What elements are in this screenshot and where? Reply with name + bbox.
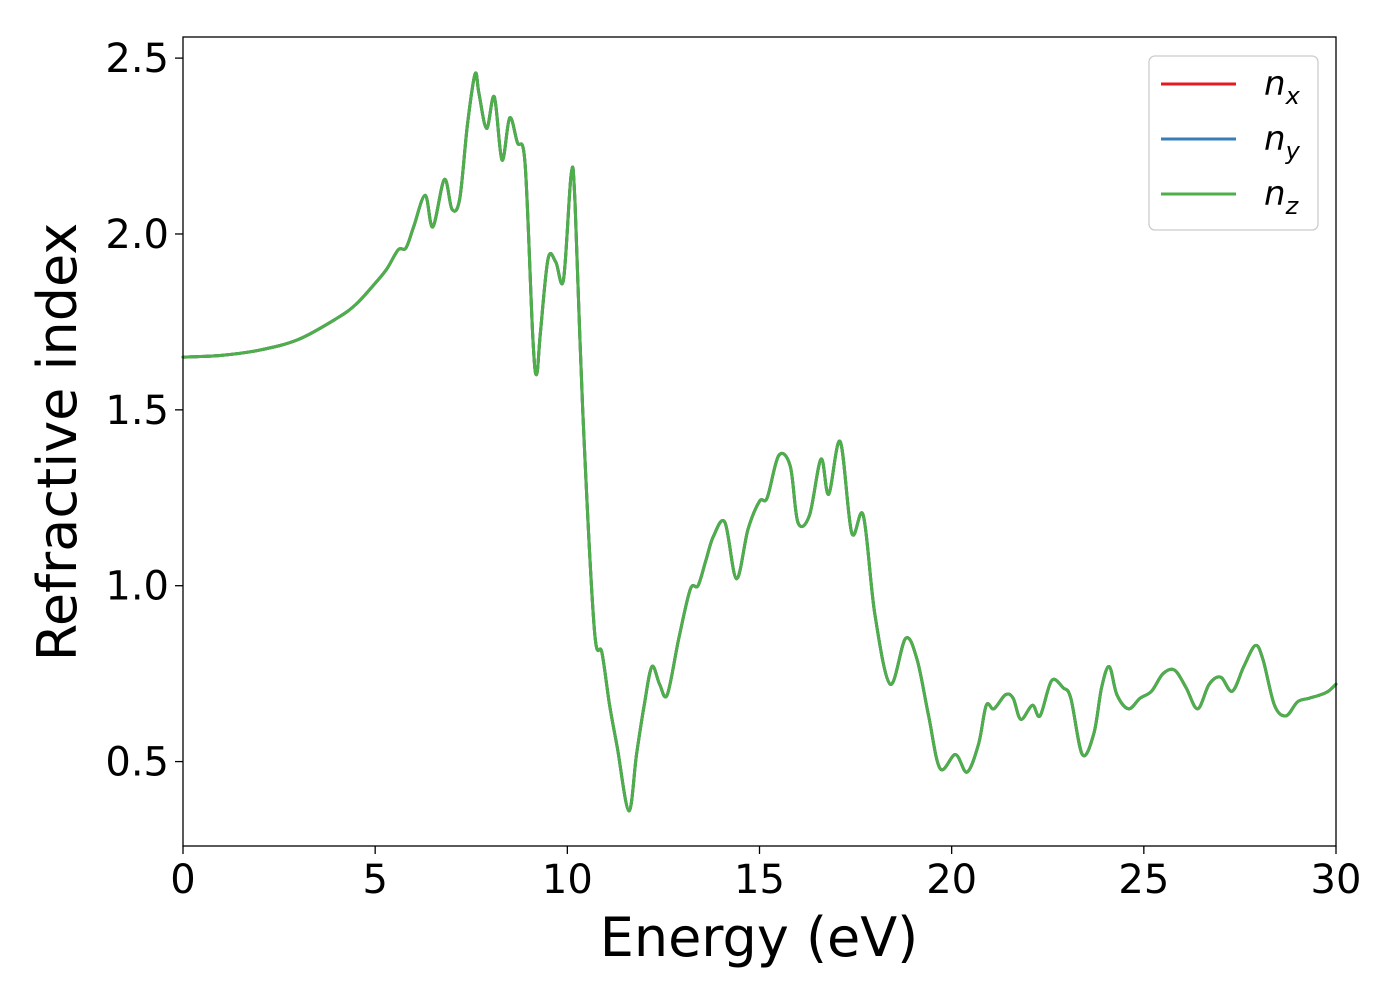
y-axis-ticks: 0.5 1.0 1.5 2.0 2.5 — [105, 36, 183, 786]
series-line-n-z — [181, 71, 1338, 813]
legend-subscript: y — [1285, 137, 1301, 165]
legend-label: ny — [1264, 119, 1301, 165]
legend-subscript: x — [1285, 82, 1301, 110]
y-axis-title: Refractive index — [26, 223, 89, 662]
x-axis-title: Energy (eV) — [600, 906, 919, 969]
x-tick-label: 15 — [734, 857, 785, 903]
x-tick-label: 10 — [542, 857, 593, 903]
x-axis-ticks: 0 5 10 15 20 25 30 — [170, 846, 1361, 903]
y-tick-label: 0.5 — [105, 740, 169, 786]
legend-symbol: n — [1264, 119, 1286, 159]
legend-label: nx — [1264, 64, 1301, 110]
legend-symbol: n — [1264, 64, 1286, 104]
y-tick-label: 1.0 — [105, 564, 169, 610]
x-tick-label: 5 — [362, 857, 387, 903]
series-layer — [181, 71, 1338, 813]
x-tick-label: 25 — [1118, 857, 1169, 903]
legend-symbol: n — [1264, 174, 1286, 214]
y-tick-label: 2.0 — [105, 212, 169, 258]
y-tick-label: 1.5 — [105, 388, 169, 434]
y-tick-label: 2.5 — [105, 36, 169, 82]
legend-label: nz — [1264, 174, 1300, 220]
x-tick-label: 0 — [170, 857, 195, 903]
legend-box — [1148, 55, 1319, 231]
x-tick-label: 30 — [1311, 857, 1362, 903]
x-tick-label: 20 — [926, 857, 977, 903]
legend-subscript: z — [1285, 192, 1300, 220]
